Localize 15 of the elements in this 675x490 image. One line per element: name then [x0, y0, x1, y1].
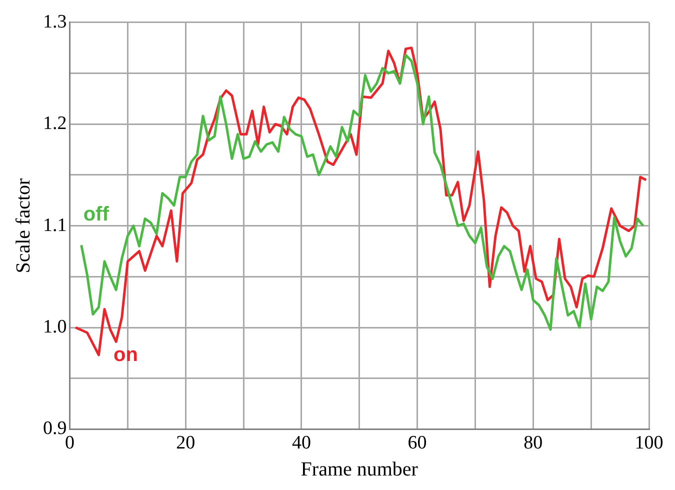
x-tick-label: 0	[65, 432, 74, 454]
y-tick-label: 1.3	[43, 11, 67, 32]
x-tick-label: 20	[176, 432, 196, 454]
y-tick-label: 1.1	[43, 214, 67, 236]
x-tick-label: 100	[634, 432, 664, 454]
series-label: on	[114, 344, 138, 366]
series-label: off	[83, 204, 110, 226]
y-axis-title: Scale factor	[12, 178, 34, 274]
y-tick-label: 1.0	[43, 316, 67, 338]
x-tick-label: 80	[524, 432, 543, 454]
x-tick-label: 40	[292, 432, 311, 454]
x-tick-label: 60	[408, 432, 427, 454]
x-axis-title: Frame number	[300, 458, 418, 480]
y-tick-label: 0.9	[43, 418, 67, 440]
y-tick-label: 1.2	[43, 113, 67, 134]
